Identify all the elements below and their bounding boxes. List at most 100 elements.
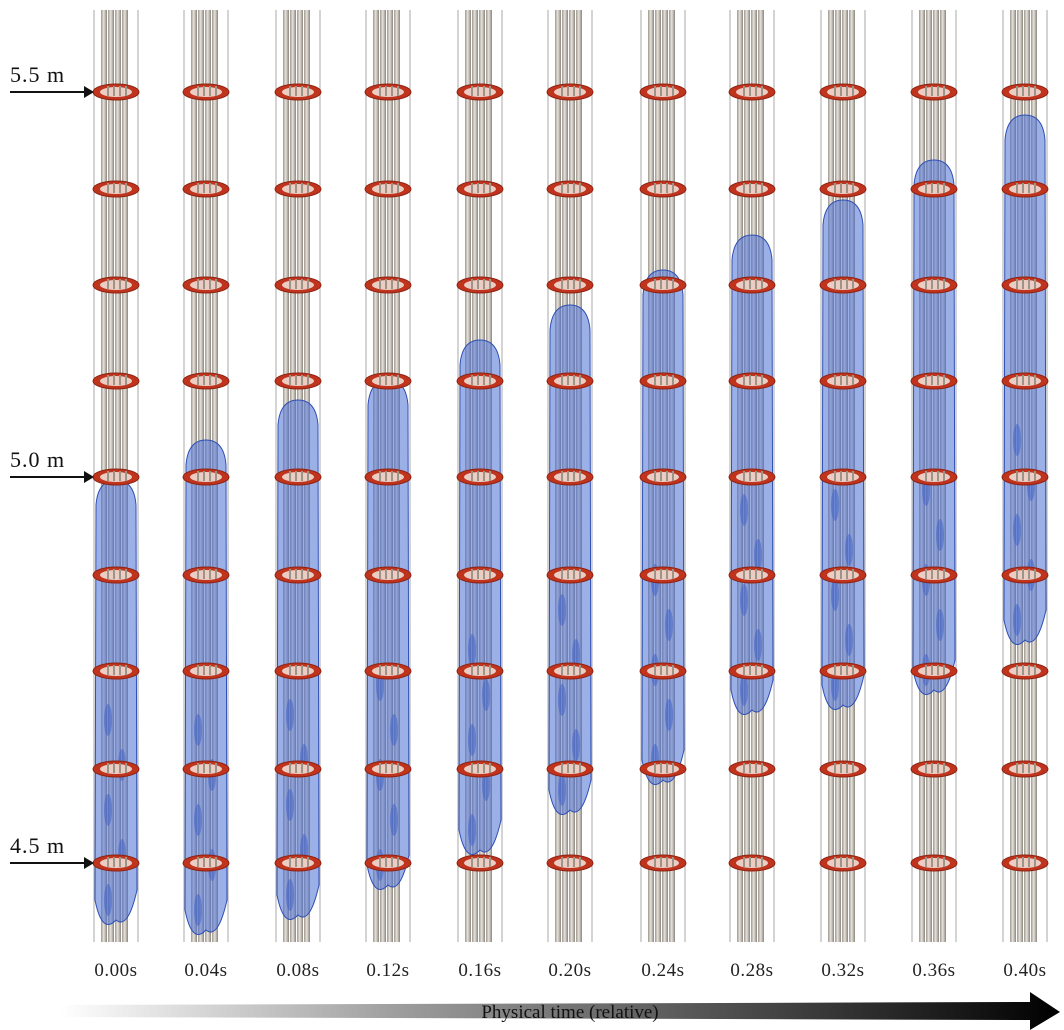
spacer-tab: [289, 375, 291, 385]
spacer-tab: [666, 375, 668, 385]
spacer-tab: [209, 279, 211, 289]
spacer-tab: [215, 279, 217, 289]
spacer-tab: [209, 569, 211, 579]
spacer-tab: [197, 857, 199, 867]
spacer-tab: [761, 471, 763, 481]
spacer-tab: [666, 279, 668, 289]
spacer-tab: [749, 857, 751, 867]
spacer-tab: [197, 763, 199, 773]
vapor-blob: [104, 884, 112, 916]
spacer-tab: [573, 183, 575, 193]
spacer-tab: [215, 183, 217, 193]
spacer-tab: [391, 471, 393, 481]
spacer-tab: [289, 183, 291, 193]
spacer-tab: [113, 763, 115, 773]
spacer-tab: [301, 183, 303, 193]
rod-bundle-column: [910, 10, 958, 942]
time-label: 0.08s: [276, 960, 320, 981]
grid-spacer-inner: [554, 570, 586, 580]
spacer-tab: [573, 665, 575, 675]
spacer-tab: [931, 857, 933, 867]
spacer-tab: [209, 857, 211, 867]
spacer-tab: [209, 375, 211, 385]
spacer-tab: [289, 471, 291, 481]
spacer-tab: [561, 569, 563, 579]
spacer-tab: [1016, 375, 1018, 385]
grid-spacer-inner: [736, 280, 768, 290]
grid-spacer-inner: [736, 472, 768, 482]
spacer-tab: [307, 569, 309, 579]
grid-spacer-inner: [1009, 472, 1041, 482]
spacer-tab: [1022, 471, 1024, 481]
spacer-tab: [307, 857, 309, 867]
spacer-tab: [203, 857, 205, 867]
spacer-tab: [761, 665, 763, 675]
spacer-tab: [846, 857, 848, 867]
spacer-tab: [579, 569, 581, 579]
spacer-tab: [125, 183, 127, 193]
time-axis: [60, 992, 1060, 1030]
spacer-tab: [567, 183, 569, 193]
grid-spacer-inner: [918, 666, 950, 676]
spacer-tab: [489, 569, 491, 579]
spacer-tab: [761, 183, 763, 193]
spacer-tab: [289, 763, 291, 773]
spacer-tab: [943, 86, 945, 96]
spacer-tab: [660, 471, 662, 481]
spacer-tab: [654, 183, 656, 193]
spacer-tab: [113, 471, 115, 481]
spacer-tab: [391, 857, 393, 867]
grid-spacer-inner: [647, 858, 679, 868]
spacer-tab: [203, 375, 205, 385]
grid-spacer-inner: [647, 666, 679, 676]
spacer-tab: [289, 857, 291, 867]
spacer-tab: [925, 471, 927, 481]
spacer-tab: [397, 857, 399, 867]
spacer-tab: [761, 763, 763, 773]
spacer-tab: [1016, 857, 1018, 867]
grid-spacer-inner: [100, 666, 132, 676]
spacer-tab: [660, 86, 662, 96]
rod-bundle-column: [546, 10, 594, 942]
spacer-tab: [755, 857, 757, 867]
spacer-tab: [215, 86, 217, 96]
spacer-tab: [852, 375, 854, 385]
spacer-tab: [113, 857, 115, 867]
spacer-tab: [834, 279, 836, 289]
spacer-tab: [660, 569, 662, 579]
spacer-tab: [561, 183, 563, 193]
spacer-tab: [672, 569, 674, 579]
time-label: 0.20s: [548, 960, 592, 981]
spacer-tab: [119, 183, 121, 193]
spacer-tab: [215, 471, 217, 481]
grid-spacer-inner: [464, 87, 496, 97]
vapor-blob: [1013, 424, 1021, 456]
spacer-tab: [125, 279, 127, 289]
spacer-tab: [215, 665, 217, 675]
spacer-tab: [289, 569, 291, 579]
grid-spacer-inner: [827, 280, 859, 290]
vapor-blob: [665, 609, 673, 641]
time-label: 0.36s: [912, 960, 956, 981]
spacer-tab: [483, 471, 485, 481]
spacer-tab: [579, 665, 581, 675]
spacer-tab: [307, 763, 309, 773]
spacer-tab: [846, 471, 848, 481]
spacer-tab: [209, 763, 211, 773]
spacer-tab: [937, 86, 939, 96]
spacer-tab: [113, 183, 115, 193]
spacer-tab: [107, 471, 109, 481]
vapor-region: [641, 269, 685, 785]
vapor-blob: [845, 624, 853, 656]
spacer-tab: [379, 569, 381, 579]
height-pointer-arrow-icon: [84, 857, 94, 869]
spacer-tab: [107, 857, 109, 867]
spacer-tab: [834, 375, 836, 385]
grid-spacer-inner: [554, 376, 586, 386]
spacer-tab: [477, 375, 479, 385]
grid-spacer-inner: [647, 87, 679, 97]
vapor-blob: [831, 489, 839, 521]
spacer-tab: [471, 183, 473, 193]
spacer-tab: [931, 471, 933, 481]
vapor-blob: [740, 674, 748, 706]
